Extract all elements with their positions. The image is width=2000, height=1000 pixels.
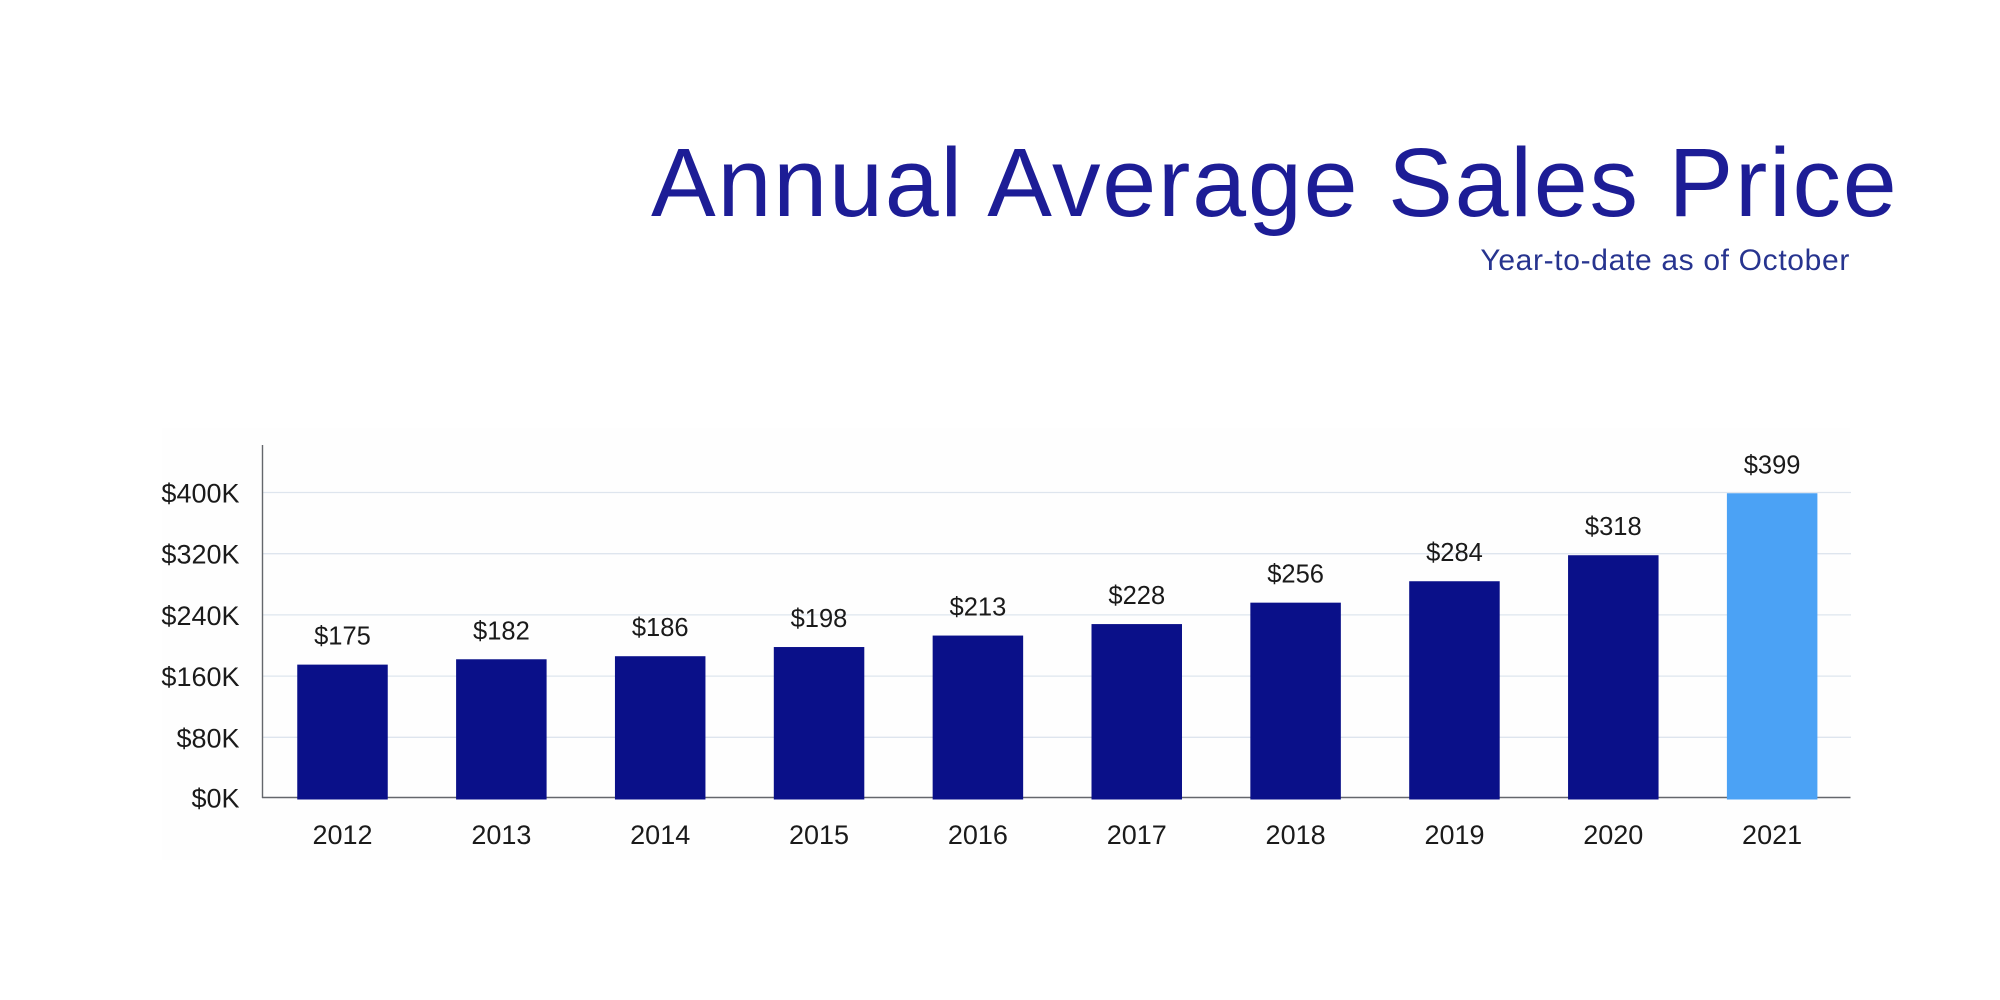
svg-text:$256: $256 [1267, 561, 1324, 589]
svg-text:$160K: $160K [161, 662, 239, 692]
svg-text:$80K: $80K [176, 723, 239, 753]
svg-text:Year-to-date as of October: Year-to-date as of October [1480, 244, 1850, 277]
svg-text:$240K: $240K [161, 601, 239, 631]
svg-text:2017: 2017 [1107, 820, 1167, 850]
svg-text:Annual Average Sales Price: Annual Average Sales Price [651, 128, 1899, 237]
svg-text:$182: $182 [473, 617, 530, 645]
svg-text:$399: $399 [1744, 451, 1801, 479]
svg-text:$175: $175 [314, 623, 371, 651]
svg-text:2014: 2014 [630, 820, 690, 850]
svg-text:$320K: $320K [161, 540, 239, 570]
svg-text:2021: 2021 [1742, 820, 1802, 850]
svg-text:2012: 2012 [312, 820, 372, 850]
svg-text:2020: 2020 [1583, 820, 1643, 850]
svg-text:$0K: $0K [191, 784, 239, 814]
svg-text:$318: $318 [1585, 513, 1642, 541]
svg-text:2016: 2016 [948, 820, 1008, 850]
svg-text:2015: 2015 [789, 820, 849, 850]
svg-text:2019: 2019 [1424, 820, 1484, 850]
svg-text:$213: $213 [950, 594, 1007, 622]
svg-text:$228: $228 [1108, 582, 1165, 610]
svg-text:2013: 2013 [471, 820, 531, 850]
svg-text:$186: $186 [632, 614, 689, 642]
svg-text:$400K: $400K [161, 479, 239, 509]
svg-text:$284: $284 [1426, 539, 1483, 567]
svg-text:$198: $198 [791, 605, 848, 633]
svg-text:2018: 2018 [1266, 820, 1326, 850]
